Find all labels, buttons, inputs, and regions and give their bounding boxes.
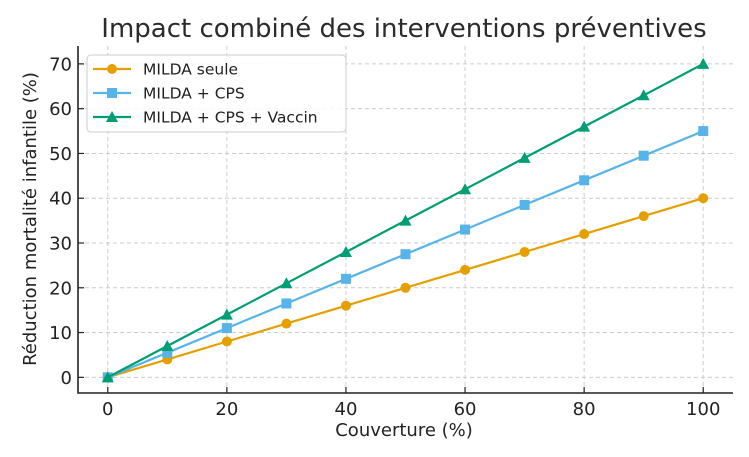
data-point <box>221 323 232 334</box>
legend-box <box>86 54 347 133</box>
data-point <box>579 229 590 240</box>
y-tick-label: 0 <box>61 368 72 389</box>
y-tick-label: 60 <box>49 99 72 120</box>
data-point <box>340 273 351 284</box>
y-tick-label: 70 <box>49 54 72 75</box>
data-point <box>281 318 292 329</box>
legend-label: MILDA + CPS + Vaccin <box>143 109 318 127</box>
data-point <box>161 339 174 351</box>
data-point <box>519 199 530 210</box>
y-tick-label: 30 <box>49 234 72 255</box>
axis-spines <box>77 46 733 394</box>
data-point <box>399 214 412 226</box>
series-2 <box>101 57 710 383</box>
data-point <box>578 120 591 132</box>
legend-entry: MILDA + CPS + Vaccin <box>93 109 318 127</box>
data-point <box>221 336 232 347</box>
data-point <box>162 347 173 358</box>
x-tick-label: 60 <box>454 399 477 420</box>
data-point <box>400 249 411 260</box>
data-point <box>638 150 649 161</box>
chart-title: Impact combiné des interventions prévent… <box>101 14 706 44</box>
x-tick-label: 20 <box>215 399 238 420</box>
data-point <box>339 245 352 257</box>
series-1 <box>102 126 709 383</box>
legend-marker <box>106 111 118 122</box>
legend-marker <box>107 88 117 98</box>
data-point <box>220 308 233 320</box>
data-point <box>459 183 472 195</box>
y-axis-label: Réduction mortalité infantile (%) <box>20 72 41 366</box>
data-point <box>281 298 292 309</box>
x-tick-label: 0 <box>102 399 113 420</box>
legend-label: MILDA + CPS <box>143 85 245 103</box>
x-axis-label: Couverture (%) <box>335 420 473 441</box>
x-tick-label: 40 <box>335 399 358 420</box>
data-point <box>579 175 590 186</box>
data-point <box>637 89 650 101</box>
legend-entry: MILDA + CPS <box>93 85 245 103</box>
legend-marker <box>107 64 117 74</box>
data-point <box>698 126 709 137</box>
data-point <box>101 371 114 383</box>
y-tick-label: 20 <box>49 278 72 299</box>
legend-entry: MILDA seule <box>93 61 238 79</box>
data-point <box>697 57 710 69</box>
data-point <box>280 277 293 289</box>
y-tick-label: 50 <box>49 144 72 165</box>
x-tick-label: 100 <box>686 399 720 420</box>
y-tick-label: 10 <box>49 323 72 344</box>
data-point <box>519 246 530 257</box>
data-point <box>698 193 709 204</box>
data-point <box>460 224 471 235</box>
data-point <box>340 300 351 311</box>
legend-label: MILDA seule <box>143 61 238 79</box>
data-point <box>638 211 649 222</box>
data-point <box>518 151 531 163</box>
legend: MILDA seule MILDA + CPS MILDA + CPS + Vacc… <box>86 54 347 133</box>
x-tick-label: 80 <box>573 399 596 420</box>
data-point <box>460 264 471 275</box>
series-layer <box>101 57 710 383</box>
y-tick-label: 40 <box>49 189 72 210</box>
axes-layer: 0 20 40 60 80 100 0 10 20 30 40 50 60 70 <box>49 46 733 420</box>
data-point <box>400 282 411 293</box>
